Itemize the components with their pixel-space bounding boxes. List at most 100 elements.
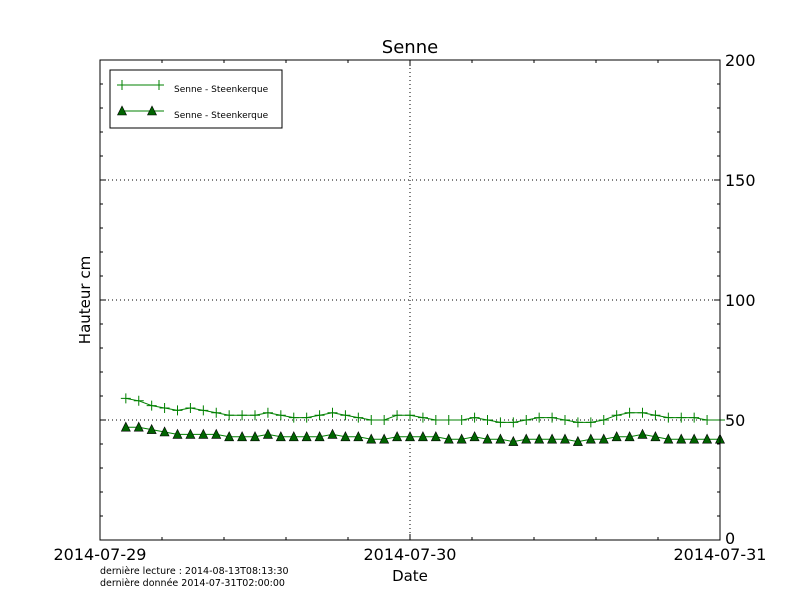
data-point-triangle — [353, 431, 364, 442]
data-point-triangle — [417, 431, 428, 442]
data-point-plus — [469, 412, 480, 423]
data-point-triangle — [133, 421, 144, 432]
data-point-plus — [611, 410, 622, 421]
data-point-plus — [521, 415, 532, 425]
data-point-plus — [689, 412, 700, 423]
data-point-triangle — [288, 431, 299, 442]
data-point-plus — [185, 403, 196, 413]
data-point-plus — [314, 410, 325, 421]
data-point-triangle — [650, 431, 661, 442]
data-point-plus — [663, 412, 674, 423]
data-point-triangle — [146, 423, 157, 434]
data-point-triangle — [508, 435, 519, 446]
data-point-triangle — [495, 433, 506, 444]
data-point-plus — [198, 405, 209, 416]
data-point-plus — [650, 410, 661, 421]
data-point-plus — [702, 415, 713, 425]
data-point-plus — [598, 415, 609, 425]
data-point-triangle — [611, 431, 622, 442]
legend-plus-marker — [117, 80, 164, 90]
data-point-plus — [250, 410, 260, 421]
data-point-plus — [224, 410, 235, 421]
plot-frame — [99, 59, 721, 541]
data-point-triangle — [534, 433, 545, 444]
data-point-triangle — [340, 431, 351, 442]
data-point-triangle — [443, 433, 454, 444]
data-point-triangle — [585, 433, 596, 444]
data-point-triangle — [663, 433, 674, 444]
data-point-plus — [237, 410, 248, 421]
data-point-triangle — [159, 426, 170, 437]
legend-triangle-marker — [117, 105, 157, 116]
data-point-plus — [366, 415, 377, 425]
data-point-triangle — [624, 431, 635, 442]
data-point-triangle — [430, 431, 441, 442]
data-point-triangle — [469, 431, 480, 442]
data-point-plus — [456, 415, 467, 425]
data-point-triangle — [172, 428, 183, 439]
x-tick-label: 2014-07-29 — [54, 545, 147, 564]
y-tick-label: 150 — [725, 171, 756, 190]
data-point-triangle — [637, 428, 648, 439]
data-point-triangle — [262, 428, 273, 439]
data-point-triangle — [689, 433, 700, 444]
y-tick-label: 100 — [725, 291, 756, 310]
data-point-triangle — [237, 431, 248, 442]
data-point-plus — [340, 410, 351, 421]
data-point-triangle — [120, 421, 131, 432]
data-point-plus — [572, 417, 583, 428]
data-point-triangle — [547, 433, 558, 444]
data-point-plus — [379, 415, 390, 425]
data-point-triangle — [275, 431, 286, 442]
legend: Senne - Steenkerque Senne - Steenkerque — [109, 69, 283, 129]
data-point-plus — [405, 410, 415, 421]
chart-title: Senne — [382, 37, 438, 58]
data-point-triangle — [198, 428, 209, 439]
data-point-triangle — [482, 433, 493, 444]
data-point-plus — [508, 417, 519, 428]
data-point-plus — [585, 417, 596, 428]
legend-label-2: Senne - Steenkerque — [174, 111, 269, 121]
data-point-triangle — [327, 428, 338, 439]
data-point-plus — [482, 415, 493, 425]
legend-label-1: Senne - Steenkerque — [174, 85, 269, 95]
data-point-triangle — [676, 433, 687, 444]
data-point-triangle — [572, 435, 583, 446]
data-point-plus — [288, 412, 299, 423]
data-point-triangle — [379, 433, 390, 444]
data-point-plus — [624, 407, 635, 418]
data-point-plus — [159, 403, 170, 413]
data-point-plus — [430, 415, 441, 425]
data-point-plus — [392, 410, 403, 421]
data-point-triangle — [301, 431, 312, 442]
data-point-plus — [133, 395, 144, 406]
data-point-plus — [327, 407, 338, 418]
data-point-plus — [534, 412, 545, 423]
data-point-plus — [353, 412, 364, 423]
data-point-plus — [172, 405, 183, 416]
data-point-triangle — [366, 433, 377, 444]
y-axis-label: Hauteur cm — [76, 256, 94, 344]
data-point-plus — [443, 415, 454, 425]
data-point-plus — [417, 412, 428, 423]
y-tick-label: 200 — [725, 51, 756, 70]
last-read-text: dernière lecture : 2014-08-13T08:13:30 — [100, 566, 289, 577]
last-data-text: dernière donnée 2014-07-31T02:00:00 — [100, 578, 285, 589]
x-tick-label: 2014-07-31 — [674, 545, 767, 564]
data-point-plus — [495, 417, 506, 428]
data-point-triangle — [521, 433, 532, 444]
data-point-plus — [547, 412, 558, 423]
data-point-plus — [120, 393, 131, 404]
y-tick-label: 50 — [725, 411, 745, 430]
data-point-plus — [211, 407, 222, 418]
data-point-triangle — [392, 431, 403, 442]
data-point-plus — [275, 410, 286, 421]
data-point-plus — [301, 412, 312, 423]
data-point-triangle — [405, 431, 415, 442]
x-tick-label: 2014-07-30 — [364, 545, 457, 564]
data-point-plus — [637, 407, 648, 418]
data-point-triangle — [314, 431, 325, 442]
data-point-triangle — [250, 431, 260, 442]
data-point-triangle — [702, 433, 713, 444]
data-point-triangle — [211, 428, 222, 439]
